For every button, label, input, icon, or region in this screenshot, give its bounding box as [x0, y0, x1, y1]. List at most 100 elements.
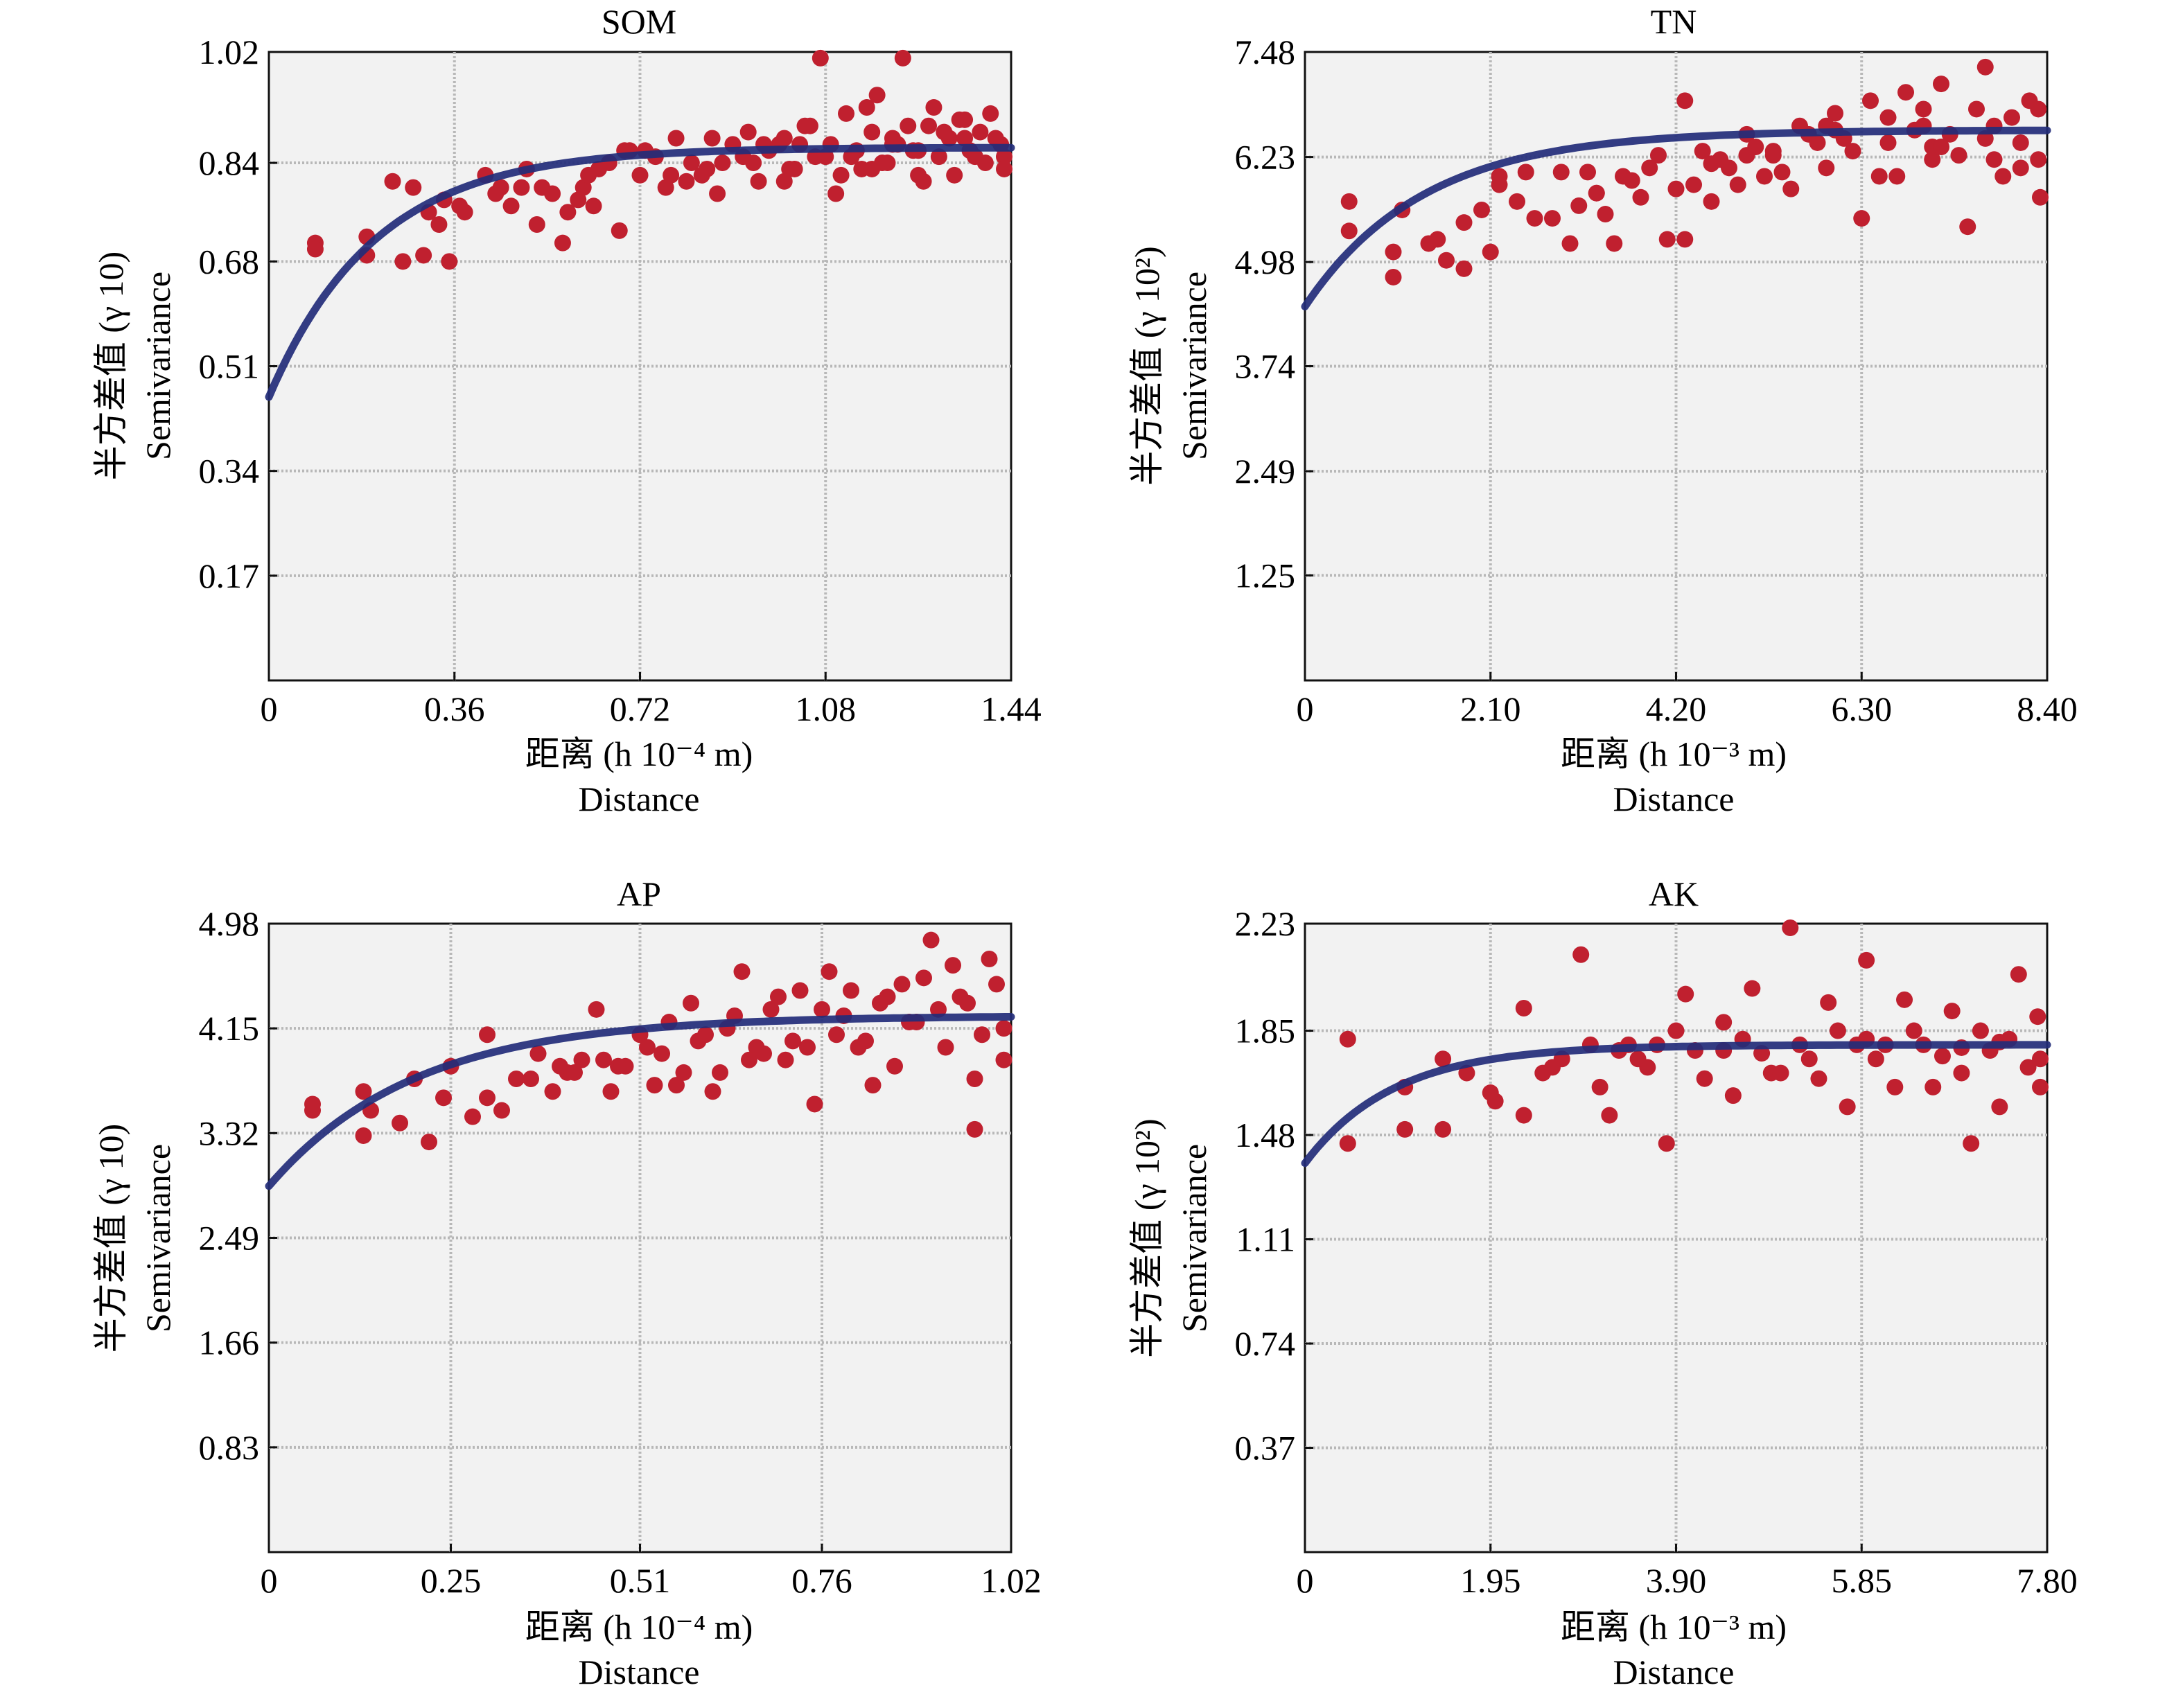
data-point [585, 197, 602, 215]
data-point [1650, 147, 1667, 164]
data-point [1641, 159, 1658, 177]
data-point [523, 1071, 539, 1088]
data-point [1853, 210, 1870, 227]
data-point [595, 1051, 612, 1068]
data-point [1738, 147, 1755, 164]
data-point [430, 215, 448, 233]
y-tick-label: 0.17 [199, 556, 260, 595]
data-point [1435, 1050, 1452, 1068]
data-point [1526, 210, 1543, 227]
data-point [2032, 188, 2049, 206]
data-point [1925, 1078, 1942, 1095]
data-point [828, 1026, 845, 1044]
x-tick-label: 0 [261, 1561, 278, 1600]
data-point [1579, 164, 1596, 181]
data-point [925, 99, 943, 116]
x-axis-label: 距离 (h 10⁻⁴ m) [525, 1608, 753, 1646]
data-point [858, 99, 875, 116]
data-point [1729, 176, 1746, 193]
x-tick-label: 6.30 [1832, 689, 1893, 728]
x-tick-label: 0.25 [421, 1561, 482, 1600]
data-point [573, 1051, 590, 1068]
data-point [966, 1071, 983, 1088]
data-point [893, 976, 911, 993]
y-axis-label: 半方差值 (γ 10²) [1128, 246, 1166, 485]
x-tick-label: 3.90 [1646, 1561, 1707, 1600]
data-point [1994, 168, 2012, 185]
data-point [1340, 222, 1358, 240]
data-point [683, 155, 700, 172]
data-point [791, 982, 809, 999]
data-point [1897, 84, 1914, 101]
data-point [864, 1077, 882, 1094]
data-point [1933, 76, 1949, 93]
data-point [1515, 1107, 1532, 1124]
data-point [762, 1001, 780, 1018]
y-tick-label: 1.02 [199, 33, 260, 71]
data-point [667, 130, 685, 147]
data-point [1544, 210, 1561, 227]
data-point [588, 1001, 605, 1018]
data-point [415, 247, 432, 264]
data-point [502, 197, 520, 215]
data-point [995, 1051, 1012, 1068]
data-point [863, 123, 881, 141]
y-tick-label: 0.84 [199, 143, 260, 182]
data-point [394, 253, 412, 270]
data-point [951, 111, 968, 128]
data-point [937, 1039, 954, 1056]
data-point [956, 130, 974, 147]
data-point [1870, 168, 1888, 185]
data-point [936, 123, 953, 141]
data-point [1764, 147, 1782, 164]
data-point [894, 49, 911, 67]
data-point [2019, 1059, 2037, 1076]
data-point [821, 963, 838, 980]
data-point [544, 1083, 561, 1100]
data-point [2032, 1050, 2049, 1068]
y-tick-label: 0.68 [199, 242, 260, 281]
grid-lines [1305, 52, 2047, 680]
data-point [631, 166, 649, 184]
chart-panel-som: SOM 0 0.36 0.72 1.08 1.44 0.170.340.510.680.… [91, 2, 1042, 818]
y-axis-label: 半方差值 (γ 10²) [1128, 1118, 1166, 1357]
data-point [801, 117, 818, 134]
data-point [777, 1051, 794, 1068]
data-point [1782, 180, 1800, 197]
data-point [1810, 1070, 1827, 1087]
chart-panel-tn: TN 0 2.10 4.20 6.30 8.40 1.25 2.49 3.74 4.98 6.2… [1128, 2, 2078, 818]
y-tick-label: 4.98 [1235, 243, 1296, 281]
data-point [1676, 231, 1694, 248]
data-point [1886, 1078, 1904, 1095]
data-point [580, 166, 597, 184]
data-point [1435, 1120, 1452, 1138]
data-point [654, 1045, 670, 1062]
data-point [1552, 164, 1570, 181]
y-tick-label: 1.11 [1236, 1220, 1295, 1259]
data-point [2032, 1078, 2049, 1095]
y-axis-label: 半方差值 (γ 10) [91, 252, 130, 480]
data-point [857, 1032, 874, 1050]
data-point [945, 957, 961, 974]
data-point [1340, 193, 1358, 210]
x-tick-label: 0.36 [424, 689, 485, 728]
y-tick-labels: 1.25 2.49 3.74 4.98 6.23 7.48 [1235, 33, 1313, 595]
x-tick-label: 0.72 [610, 689, 671, 728]
data-point [602, 1083, 620, 1100]
x-tick-labels: 0 0.36 0.72 1.08 1.44 [261, 672, 1042, 728]
data-point [441, 253, 458, 270]
chart-panel-ak: AK 0 1.95 3.90 5.85 7.80 0.37 0.74 1.11 1.48 1.8… [1128, 874, 2078, 1691]
data-point [668, 1077, 685, 1094]
data-point [1963, 1135, 1980, 1152]
data-point [972, 123, 989, 141]
data-point [1756, 168, 1773, 185]
data-point [1429, 231, 1446, 248]
data-point [1396, 1120, 1414, 1138]
data-point [886, 1057, 903, 1075]
data-point [1968, 100, 1985, 118]
y-tick-label: 0.83 [199, 1428, 260, 1467]
chart-title: AK [1649, 874, 1699, 913]
data-point [2012, 134, 2029, 151]
data-point [2004, 109, 2020, 126]
